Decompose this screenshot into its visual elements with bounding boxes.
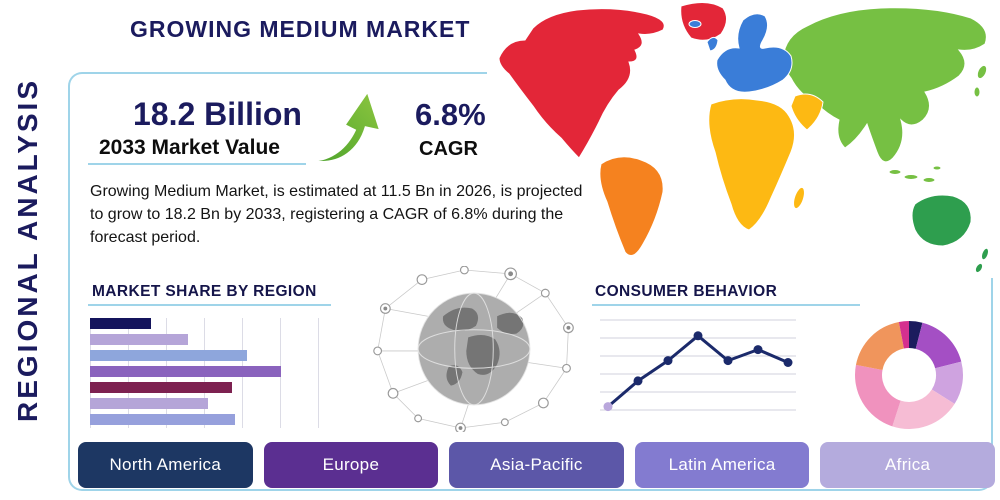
island-britain [706,36,719,52]
island-philippines [932,165,942,171]
region-middle-east [790,93,824,131]
island-madagascar [793,186,805,210]
region-label-asia-pacific: Asia-Pacific [449,442,624,488]
vertical-title: REGIONAL ANALYSIS [12,77,43,422]
cagr-label: CAGR [419,138,478,160]
donut-segment [892,389,955,430]
donut-segment [898,321,909,349]
region-label-north-america: North America [78,442,253,488]
line-chart-point [663,356,673,366]
market-share-bar [90,366,282,377]
line-chart-point [723,356,733,366]
region-label-africa: Africa [820,442,995,488]
line-chart-point [603,402,613,412]
continent-north-america [498,8,665,159]
market-share-bar [90,398,208,409]
line-chart-point [633,376,643,386]
market-share-title: MARKET SHARE BY REGION [92,283,317,300]
accent-underline [88,163,306,165]
line-chart-point [753,345,763,355]
island-greenland [680,2,727,41]
donut-segment [931,361,963,404]
donut-segment [915,322,962,369]
island-new-zealand-north [981,247,989,261]
market-share-bar-chart [90,318,335,428]
market-share-bar [90,318,152,329]
accent-underline [592,304,860,306]
line-chart-point [783,358,793,367]
cagr-value: 6.8% [415,97,486,132]
continent-australia [911,194,972,247]
continent-africa [708,98,795,231]
market-value: 18.2 Billion [133,96,302,132]
region-legend-row: North America Europe Asia-Pacific Latin Ame… [78,442,995,488]
island-indonesia-3 [922,177,936,183]
page-title: GROWING MEDIUM MARKET [130,16,471,42]
island-japan-south [973,86,981,98]
continent-asia [782,7,987,163]
donut-segment [855,364,901,427]
continent-south-america [599,156,664,257]
content-frame-right [487,278,993,491]
market-share-bar [90,382,233,393]
region-label-latin-america: Latin America [634,442,810,488]
world-map-svg [498,2,989,274]
island-japan [976,64,988,80]
consumer-behavior-title: CONSUMER BEHAVIOR [595,283,778,300]
growth-arrow-icon [306,84,388,166]
region-label-europe: Europe [263,442,439,488]
market-description: Growing Medium Market, is estimated at 1… [90,183,583,247]
island-indonesia-2 [903,174,919,180]
island-iceland [688,20,702,28]
market-share-bar [90,334,188,345]
line-chart-point [693,331,703,341]
continent-europe [716,13,793,93]
consumer-behavior-line-chart [600,312,796,418]
content-frame-left [68,72,487,491]
globe-network-illustration [368,265,580,434]
donut-segment [855,321,904,370]
market-share-bar [90,350,247,361]
island-new-zealand-south [974,262,984,274]
donut-segment [909,321,923,349]
market-share-bar [90,414,235,425]
accent-underline [88,304,331,306]
donut-chart [852,316,966,434]
market-value-label: 2033 Market Value [99,136,280,159]
world-map [485,0,1000,292]
island-indonesia-1 [888,169,902,175]
